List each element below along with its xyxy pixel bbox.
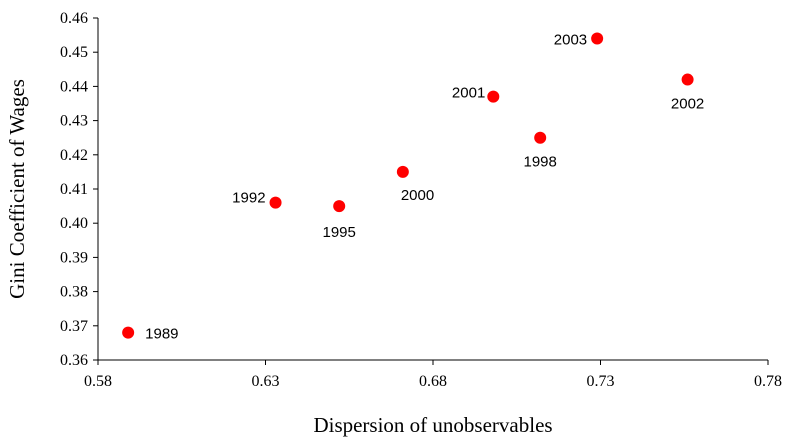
point-label: 2000: [401, 187, 434, 204]
y-tick-label: 0.39: [60, 249, 88, 266]
point-label: 2001: [452, 85, 485, 102]
point: [681, 73, 694, 86]
y-tick-label: 0.41: [60, 181, 88, 198]
point: [591, 32, 604, 45]
y-tick-label: 0.43: [60, 113, 88, 130]
y-tick-label: 0.44: [60, 78, 88, 95]
x-tick-label: 0.58: [84, 373, 112, 390]
x-axis-label: Dispersion of unobservables: [313, 413, 552, 437]
y-tick-label: 0.38: [60, 284, 88, 301]
y-tick-label: 0.42: [60, 147, 88, 164]
point: [333, 200, 346, 213]
y-tick-label: 0.45: [60, 44, 88, 61]
point-label: 2002: [671, 96, 704, 113]
point: [122, 326, 135, 339]
y-tick-label: 0.46: [60, 10, 88, 27]
x-tick-label: 0.78: [754, 373, 782, 390]
x-tick-label: 0.68: [419, 373, 447, 390]
point-label: 1989: [145, 326, 178, 343]
x-tick-label: 0.73: [587, 373, 615, 390]
y-tick-label: 0.40: [60, 215, 88, 232]
point: [269, 196, 282, 209]
point-label: 1992: [232, 190, 265, 207]
x-tick-label: 0.63: [252, 373, 280, 390]
y-axis-label: Gini Coefficient of Wages: [5, 79, 29, 299]
y-tick-label: 0.36: [60, 352, 88, 369]
y-tick-label: 0.37: [60, 318, 88, 335]
point-label: 1998: [524, 154, 557, 171]
point: [487, 90, 500, 103]
point: [396, 165, 409, 178]
point: [534, 131, 547, 144]
point-label: 1995: [323, 224, 356, 241]
point-label: 2003: [554, 32, 587, 49]
